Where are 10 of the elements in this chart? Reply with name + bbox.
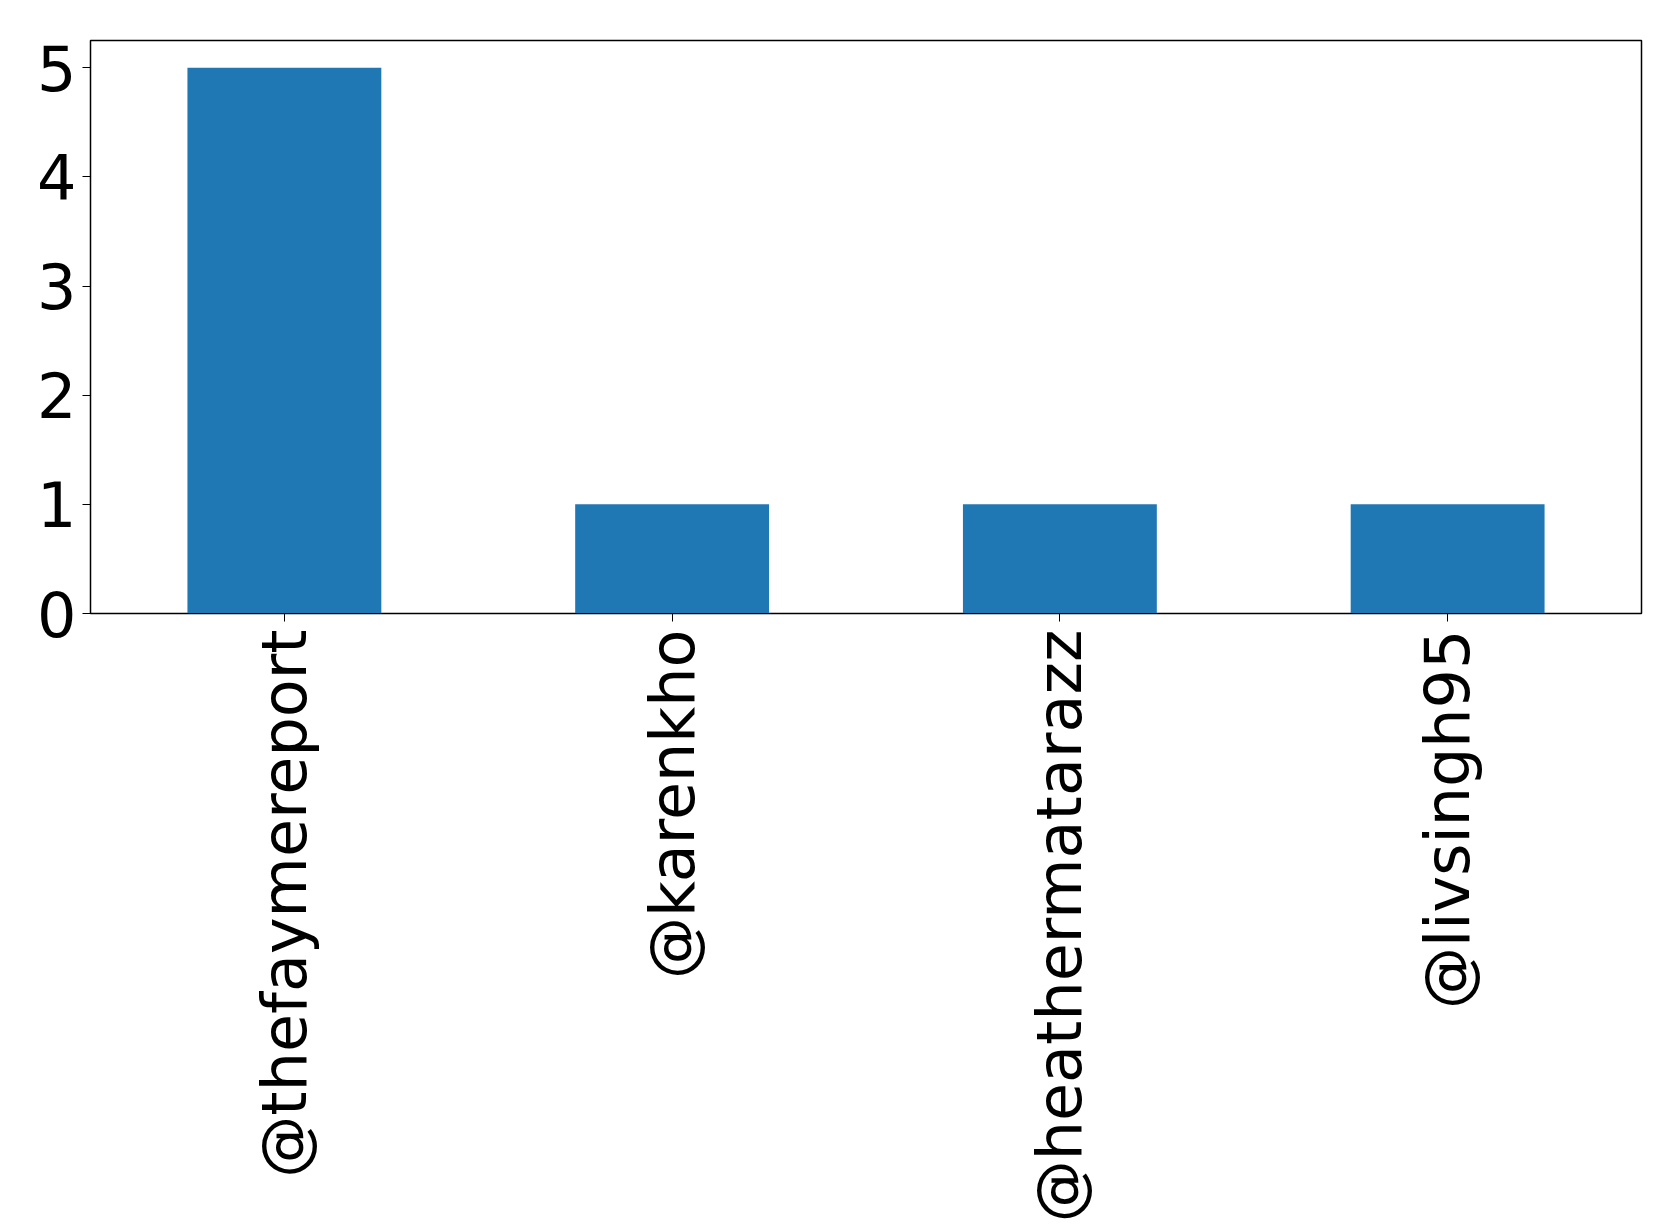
x-tick-label: @livsingh95 <box>1411 629 1485 1010</box>
x-tick-label: @thefaymereport <box>247 629 321 1178</box>
x-tick-label: @karenkho <box>635 629 709 980</box>
y-tick-label: 0 <box>37 578 77 652</box>
y-tick-label: 1 <box>37 469 77 543</box>
y-tick-label: 3 <box>37 251 77 325</box>
y-tick-label: 2 <box>37 360 77 434</box>
y-tick-label: 4 <box>37 141 77 215</box>
y-tick-label: 5 <box>37 32 77 106</box>
x-tick-label: @heathermatarazz <box>1023 629 1097 1223</box>
